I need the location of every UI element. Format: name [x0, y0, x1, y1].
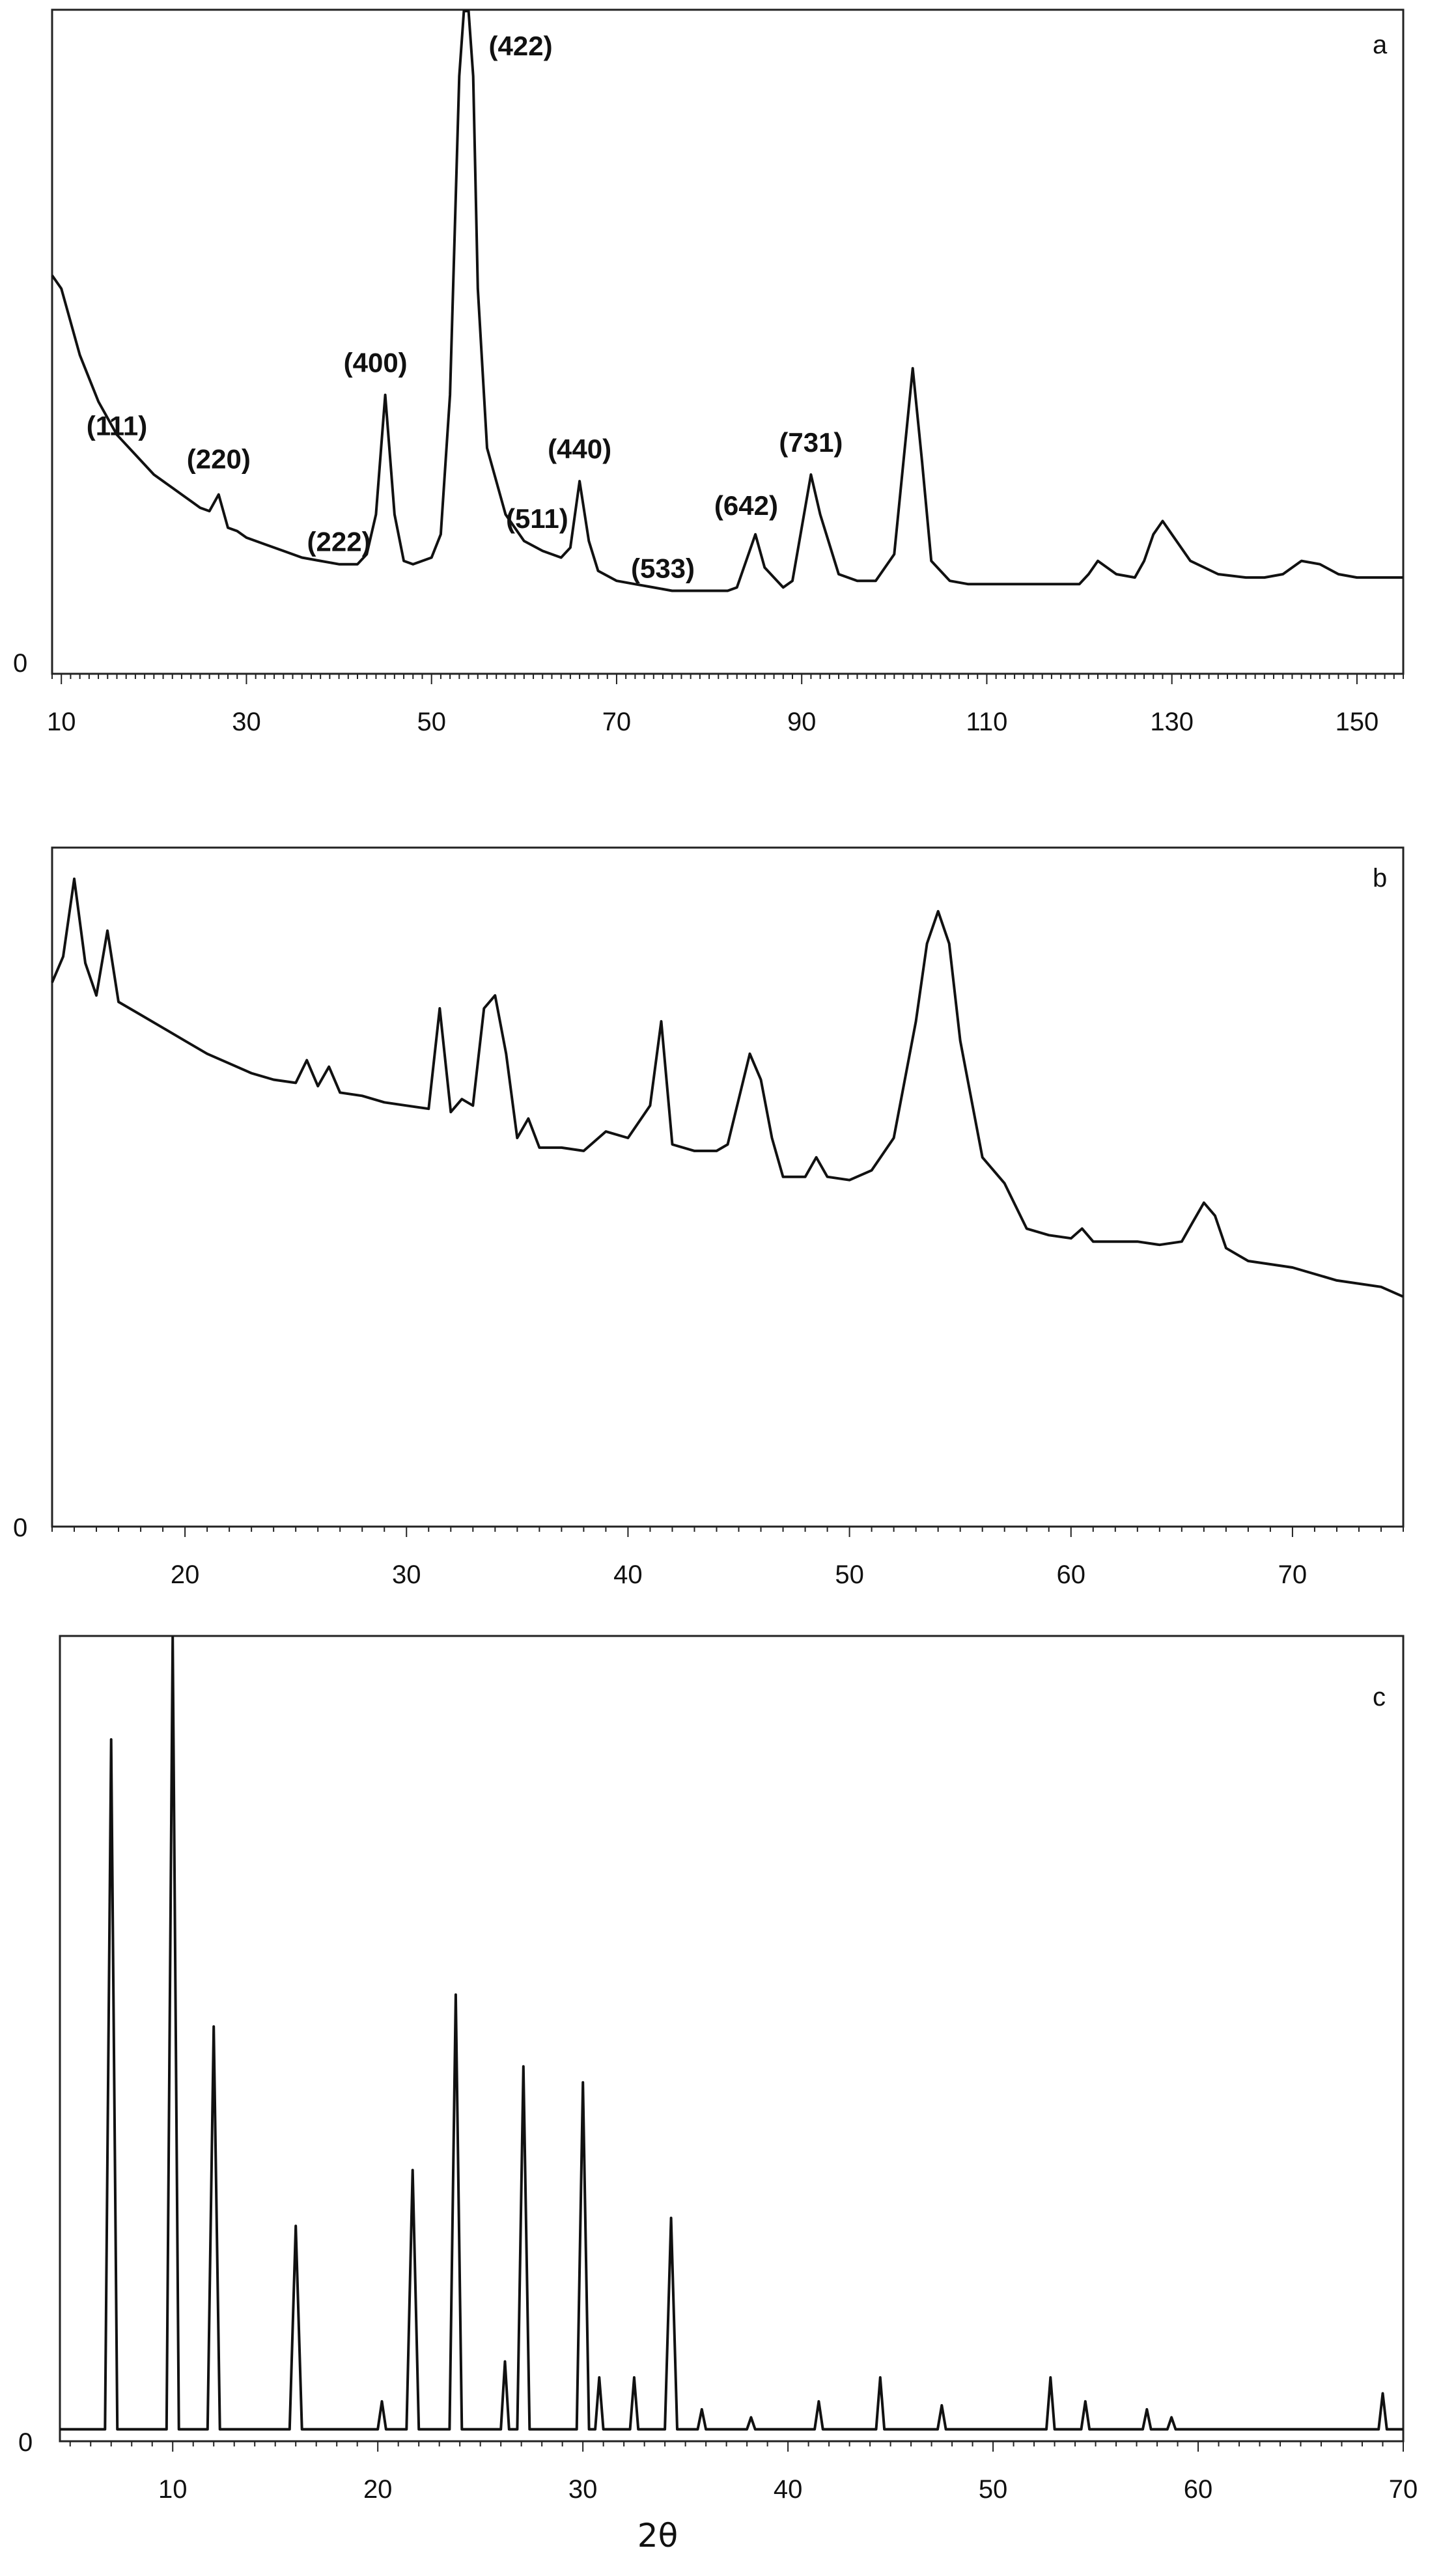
panel-c-trace: [60, 1636, 1403, 2431]
panel-a-trace: [51, 10, 1403, 592]
panel-c: 10 20 30 40 50 60 70 0 c 2θ: [18, 1635, 1418, 2555]
panel-b-tick-label: 70: [1278, 1560, 1308, 1589]
panel-c-tick-label: 10: [158, 2475, 188, 2504]
panel-b-tick-label: 40: [613, 1560, 643, 1589]
peak-label: (422): [489, 31, 553, 61]
peak-label: (533): [631, 553, 695, 583]
panel-a-peak-labels: (111) (220) (222) (400) (422) (511) (440) (533)…: [87, 31, 843, 583]
panel-c-tick-label: 60: [1184, 2475, 1213, 2504]
peak-label: (731): [779, 427, 843, 458]
panel-b-tick-label: 60: [1057, 1560, 1086, 1589]
panel-b-trace: [51, 878, 1404, 1298]
panel-b-frame: [51, 846, 1405, 1528]
panel-a-tick-label: 50: [417, 708, 446, 736]
panel-a-tick-label: 150: [1336, 708, 1379, 736]
panel-a-tick-label: 70: [602, 708, 632, 736]
panel-a-tick-label: 90: [787, 708, 817, 736]
panel-a-frame: [51, 8, 1405, 675]
panel-b: 20 30 40 50 60 70 0 b: [13, 846, 1405, 1589]
peak-label: (642): [714, 490, 778, 521]
panel-c-letter: c: [1373, 1683, 1386, 1711]
panel-c-tick-label: 50: [979, 2475, 1008, 2504]
peak-label: (222): [307, 527, 371, 557]
panel-c-tick-label: 20: [363, 2475, 393, 2504]
panel-c-tick-label: 30: [568, 2475, 598, 2504]
peak-label: (440): [548, 434, 611, 464]
panel-b-tick-label: 30: [392, 1560, 421, 1589]
panel-c-zero-label: 0: [18, 2428, 33, 2457]
panel-c-x-ticks: 10 20 30 40 50 60 70: [69, 2441, 1418, 2504]
panel-b-tick-label: 20: [171, 1560, 200, 1589]
panel-a-tick-label: 10: [47, 708, 76, 736]
panel-c-frame: [59, 1635, 1405, 2443]
panel-b-letter: b: [1373, 864, 1387, 893]
peak-label: (511): [506, 503, 568, 534]
panel-a-tick-label: 110: [966, 708, 1008, 736]
panel-c-x-axis-title: 2θ: [637, 2517, 678, 2555]
panel-a-tick-label: 30: [232, 708, 261, 736]
panel-b-x-ticks: 20 30 40 50 60 70: [51, 1527, 1404, 1589]
panel-a-x-ticks: 10 30 50 70 90 110 130 150: [47, 674, 1404, 736]
panel-c-tick-label: 70: [1389, 2475, 1418, 2504]
peak-label: (400): [344, 348, 408, 378]
panel-b-tick-label: 50: [835, 1560, 864, 1589]
panel-a-tick-label: 130: [1150, 708, 1194, 736]
panel-a: 10 30 50 70 90 110 130 150 (111) (220) (222) (400)…: [13, 8, 1405, 736]
panel-c-tick-label: 40: [774, 2475, 803, 2504]
panel-b-zero-label: 0: [13, 1514, 27, 1542]
peak-label: (111): [87, 410, 147, 441]
panel-a-zero-label: 0: [13, 649, 27, 678]
peak-label: (220): [187, 444, 251, 475]
panel-a-letter: a: [1373, 31, 1388, 59]
